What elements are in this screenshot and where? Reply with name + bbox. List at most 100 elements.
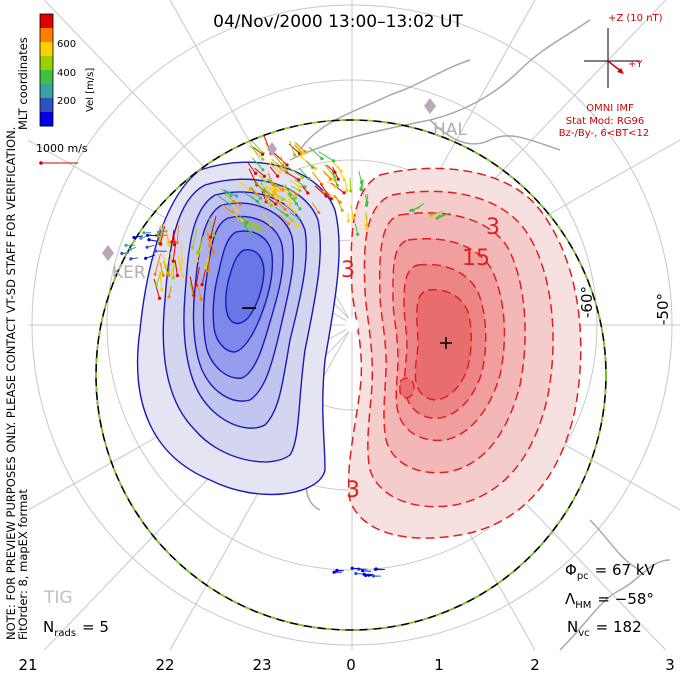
velocity-vector-origin — [264, 200, 268, 204]
latitude-label: -50° — [654, 293, 672, 325]
velocity-vector-origin — [294, 196, 298, 200]
velocity-vector-origin — [255, 229, 259, 233]
velocity-vector-origin — [281, 188, 285, 192]
velocity-vector-origin — [320, 157, 324, 161]
velocity-vector-origin — [281, 197, 285, 201]
stat-model-label: Stat Mod: RG96 — [566, 116, 645, 127]
velocity-vector — [439, 212, 451, 217]
velocity-vector-origin — [245, 220, 249, 225]
velocity-vector-origin — [195, 259, 199, 263]
velocity-vector — [280, 196, 291, 205]
velocity-vector — [172, 240, 177, 262]
colorbar-label: Vel [m/s] — [85, 68, 96, 112]
velocity-vector-origin — [153, 272, 157, 276]
station-marker — [267, 142, 277, 156]
velocity-vector-origin — [181, 274, 185, 278]
colorbar-tick: 400 — [57, 68, 76, 79]
velocity-vector — [210, 216, 217, 238]
velocity-vector-origin — [276, 174, 280, 178]
velocity-vector — [155, 271, 162, 286]
velocity-vector — [250, 186, 261, 199]
velocity-vector-origin — [139, 236, 143, 240]
velocity-vector — [366, 193, 369, 206]
velocity-vector-origin — [278, 170, 282, 174]
velocity-vector-origin — [128, 247, 132, 251]
velocity-vector-origin — [317, 210, 321, 215]
velocity-vector-origin — [356, 232, 360, 236]
velocity-vector-origin — [296, 224, 300, 228]
velocity-vector — [201, 266, 207, 285]
coordinate-label: MLT coordinates — [16, 37, 30, 130]
velocity-vector-origin — [146, 233, 150, 237]
hmb-latitude: ΛHM = −58° — [565, 590, 654, 611]
velocity-vector-origin — [261, 157, 265, 161]
velocity-vector-origin — [333, 185, 338, 189]
velocity-vector-origin — [329, 197, 333, 201]
velocity-vector-origin — [354, 571, 358, 576]
velocity-vector-origin — [285, 163, 289, 167]
velocity-vector-origin — [200, 283, 204, 287]
velocity-vector — [251, 157, 264, 171]
velocity-vector-origin — [306, 191, 310, 195]
velocity-vector-origin — [209, 235, 213, 239]
velocity-vector — [244, 192, 258, 202]
velocity-vector-origin — [235, 208, 239, 212]
mlt-axis: 21 22 23 0 1 2 3 — [18, 656, 674, 674]
stat-model-condition: Bz-/By-, 6<BT<12 — [559, 128, 649, 139]
velocity-vector-origin — [124, 243, 128, 247]
velocity-vector — [261, 212, 272, 226]
velocity-vector-origin — [371, 574, 376, 578]
velocity-vector — [223, 189, 237, 197]
velocity-vector — [254, 167, 265, 177]
velocity-vector-origin — [180, 260, 184, 264]
velocity-vector-origin — [179, 268, 183, 272]
mlt-tick-label: 1 — [434, 656, 444, 674]
radar-stations: HAL KER TIG — [43, 98, 467, 608]
velocity-vector — [271, 158, 288, 172]
svg-text:ΛHM= −58°: ΛHM = −58° — [565, 590, 654, 611]
velocity-vector-origin — [298, 189, 302, 193]
velocity-vector — [189, 276, 195, 296]
velocity-vector — [249, 145, 264, 160]
velocity-vector-origin — [229, 194, 233, 198]
colorbar-swatch — [40, 28, 53, 43]
velocity-vector-origin — [302, 151, 306, 155]
velocity-vector-origin — [257, 202, 261, 206]
velocity-vector — [344, 179, 348, 191]
colorbar-swatch — [40, 14, 53, 29]
velocity-vector-origin — [240, 218, 244, 222]
velocity-vector — [412, 203, 425, 211]
velocity-vector-origin — [364, 227, 368, 231]
velocity-vector-origin — [249, 231, 253, 235]
velocity-vector-origin — [196, 251, 200, 255]
velocity-vector — [365, 216, 368, 229]
velocity-vector-origin — [263, 179, 267, 183]
velocity-vector — [230, 199, 241, 206]
velocity-vector-origin — [120, 251, 124, 256]
velocity-vector — [290, 185, 301, 192]
velocity-vector — [279, 214, 289, 224]
velocity-vector — [197, 236, 204, 254]
velocity-vector-origin — [298, 207, 302, 211]
velocity-vector — [280, 155, 288, 173]
negative-contour — [225, 249, 265, 325]
velocity-vector — [295, 142, 306, 152]
velocity-vector-origin — [345, 189, 349, 193]
velocity-vector-origin — [333, 170, 337, 174]
velocity-vector — [251, 140, 264, 154]
velocity-vector-origin — [294, 192, 298, 196]
velocity-vector — [196, 242, 203, 261]
velocity-vector — [217, 195, 231, 205]
velocity-vector-origin — [261, 168, 265, 172]
velocity-vector — [168, 285, 172, 297]
velocity-vector-origin — [293, 153, 297, 157]
velocity-vector-origin — [274, 188, 278, 192]
colorbar-tick: 600 — [57, 39, 76, 50]
velocity-vector-origin — [265, 195, 269, 199]
velocity-vector-origin — [144, 256, 148, 260]
station-hal-marker: HAL — [424, 98, 467, 140]
velocity-vector-origin — [147, 238, 151, 242]
velocity-vector-origin — [263, 189, 267, 193]
vector-count: Nvc = 182 — [567, 618, 642, 639]
velocity-vector — [177, 255, 184, 277]
